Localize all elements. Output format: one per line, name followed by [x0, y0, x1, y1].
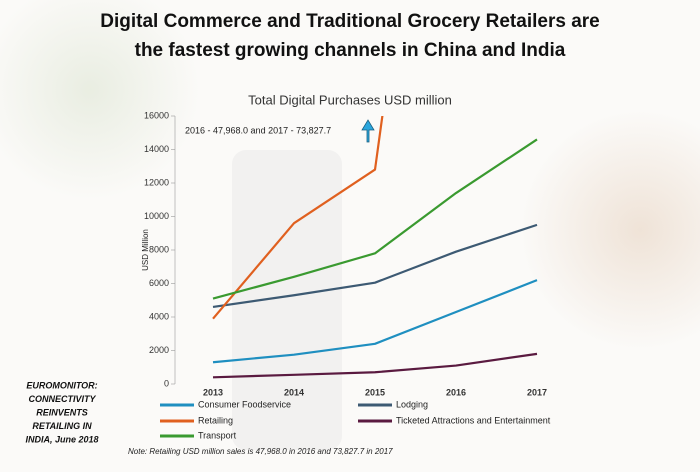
y-axis-label: USD Million — [141, 229, 150, 271]
y-tick-label: 4000 — [149, 311, 169, 321]
legend-label: Transport — [198, 430, 237, 440]
y-tick-label: 12000 — [144, 177, 169, 187]
background-shape — [520, 110, 700, 350]
y-tick-label: 2000 — [149, 345, 169, 355]
source-line: EUROMONITOR: — [26, 380, 97, 390]
title-line: Digital Commerce and Traditional Grocery… — [100, 11, 599, 32]
up-arrow-icon — [361, 119, 375, 143]
series-line — [212, 138, 538, 300]
legend-label: Lodging — [396, 399, 428, 409]
y-tick-label: 14000 — [144, 144, 169, 154]
annotation: 2016 - 47,968.0 and 2017 - 73,827.7 — [185, 125, 331, 135]
note: Note: Retailing USD million sales is 47,… — [128, 447, 393, 456]
series-line — [212, 279, 538, 364]
y-tick-label: 0 — [164, 378, 169, 388]
title-line: the fastest growing channels in China an… — [135, 40, 566, 61]
source-line: REINVENTS — [36, 407, 88, 417]
x-tick-label: 2016 — [446, 387, 466, 397]
chart-subtitle: Total Digital Purchases USD million — [248, 92, 452, 107]
x-tick-label: 2015 — [365, 387, 385, 397]
y-tick-label: 6000 — [149, 278, 169, 288]
source-line: INDIA, June 2018 — [25, 434, 98, 444]
x-tick-label: 2017 — [527, 387, 547, 397]
series-line — [212, 223, 538, 309]
source-line: RETAILING IN — [32, 421, 92, 431]
x-tick-label: 2013 — [203, 387, 223, 397]
y-tick-label: 10000 — [144, 211, 169, 221]
background-shape — [0, 0, 200, 200]
y-tick-label: 8000 — [149, 244, 169, 254]
plot-area — [212, 116, 538, 379]
source-line: CONNECTIVITY — [28, 394, 96, 404]
legend-label: Consumer Foodservice — [198, 399, 291, 409]
y-tick-label: 16000 — [144, 110, 169, 120]
legend-label: Retailing — [198, 415, 233, 425]
chart: 0 2000 4000 6000 8000 10000 12000 14000 16000 201… — [25, 110, 551, 444]
legend-label: Ticketed Attractions and Entertainment — [396, 415, 551, 425]
x-tick-label: 2014 — [284, 387, 304, 397]
series-line — [212, 352, 538, 379]
series-line — [212, 116, 384, 320]
